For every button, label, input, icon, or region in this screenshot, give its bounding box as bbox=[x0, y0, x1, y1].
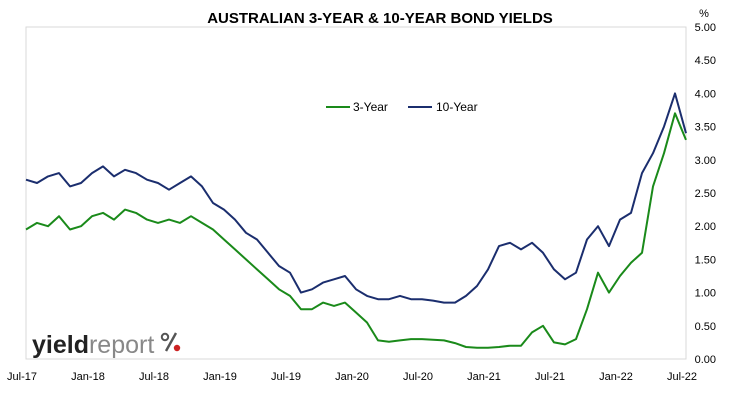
x-axis-ticks: Jul-17 Jan-18 Jul-18 Jan-19 Jul-19 Jan-20 Jul-… bbox=[7, 371, 697, 383]
plot-area bbox=[25, 26, 687, 360]
y-axis-unit-label: % bbox=[699, 8, 709, 20]
percent-icon bbox=[160, 332, 181, 352]
y-tick-label: 1.50 bbox=[695, 254, 716, 266]
x-tick-label: Jul-22 bbox=[667, 371, 697, 383]
x-tick-label: Jul-17 bbox=[7, 371, 37, 383]
y-tick-label: 0.50 bbox=[695, 321, 716, 333]
y-tick-label: 0.00 bbox=[695, 354, 716, 366]
x-tick-label: Jan-21 bbox=[467, 371, 501, 383]
x-tick-label: Jul-18 bbox=[139, 371, 169, 383]
y-tick-label: 5.00 bbox=[695, 22, 716, 34]
series-line-3-year bbox=[25, 112, 687, 349]
legend-label-10-year: 10-Year bbox=[436, 100, 478, 114]
x-tick-label: Jul-20 bbox=[403, 371, 433, 383]
y-axis-ticks: 0.00 0.50 1.00 1.50 2.00 2.50 3.00 3.50 4.00 4.50… bbox=[695, 22, 716, 366]
yieldreport-logo: yieldreport bbox=[32, 331, 181, 359]
y-tick-label: 4.00 bbox=[695, 88, 716, 100]
legend-label-3-year: 3-Year bbox=[353, 100, 388, 114]
series-lines bbox=[25, 92, 687, 349]
legend: 3-Year 10-Year bbox=[326, 100, 478, 114]
logo-word-report: report bbox=[89, 331, 154, 359]
y-tick-label: 4.50 bbox=[695, 55, 716, 67]
y-tick-label: 1.00 bbox=[695, 288, 716, 300]
logo-word-yield: yield bbox=[32, 331, 89, 359]
x-tick-label: Jan-19 bbox=[203, 371, 237, 383]
x-tick-label: Jul-21 bbox=[535, 371, 565, 383]
x-tick-label: Jul-19 bbox=[271, 371, 301, 383]
x-tick-label: Jan-22 bbox=[599, 371, 633, 383]
y-tick-label: 3.50 bbox=[695, 122, 716, 134]
series-line-10-year bbox=[25, 92, 687, 304]
y-tick-label: 3.00 bbox=[695, 155, 716, 167]
y-tick-label: 2.50 bbox=[695, 188, 716, 200]
x-tick-label: Jan-18 bbox=[71, 371, 105, 383]
x-tick-label: Jan-20 bbox=[335, 371, 369, 383]
y-tick-label: 2.00 bbox=[695, 221, 716, 233]
svg-text:yieldreport: yieldreport bbox=[32, 331, 154, 359]
chart-title: AUSTRALIAN 3-YEAR & 10-YEAR BOND YIELDS bbox=[207, 10, 553, 27]
